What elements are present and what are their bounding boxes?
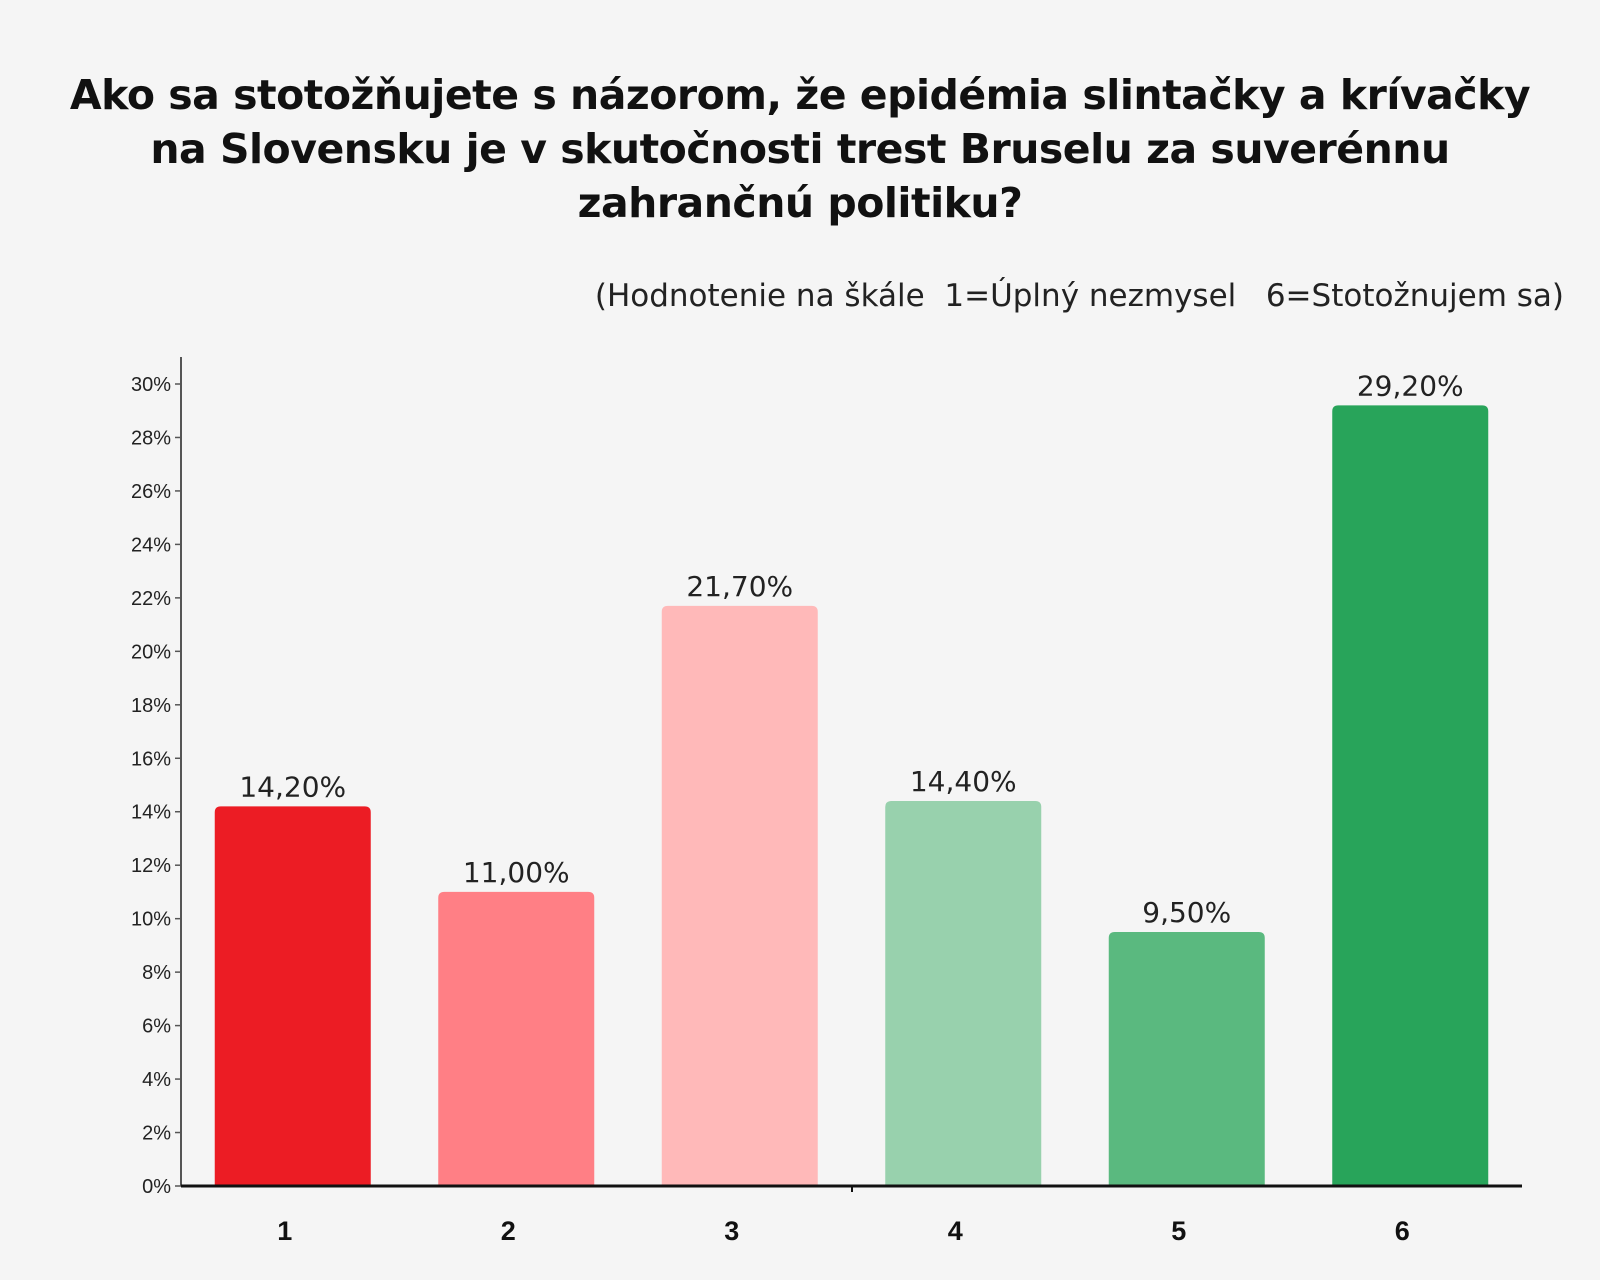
bar-value-label: 29,20% [1357, 369, 1464, 402]
bar-5 [1108, 932, 1265, 1186]
x-category-label: 6 [1395, 1216, 1410, 1246]
bar-value-label: 11,00% [463, 856, 570, 889]
y-tick-label: 14% [131, 802, 171, 824]
y-tick-label: 30% [131, 374, 171, 396]
y-tick-label: 2% [142, 1123, 171, 1145]
bar-2 [438, 891, 595, 1186]
y-tick-label: 10% [131, 909, 171, 931]
y-tick-label: 18% [131, 695, 171, 717]
bar-1 [214, 806, 371, 1186]
bar-3 [661, 605, 818, 1186]
bar-6 [1332, 405, 1489, 1186]
y-tick-label: 26% [131, 481, 171, 503]
bar-value-label: 21,70% [686, 570, 793, 603]
bar-value-label: 14,20% [239, 770, 346, 803]
y-tick-label: 4% [142, 1069, 171, 1091]
bar-value-label: 14,40% [910, 765, 1017, 798]
y-tick-label: 22% [131, 588, 171, 610]
y-tick-label: 20% [131, 641, 171, 663]
y-tick-label: 28% [131, 427, 171, 449]
y-tick-label: 6% [142, 1016, 171, 1038]
bar-value-label: 9,50% [1142, 896, 1231, 929]
y-tick-label: 16% [131, 748, 171, 770]
y-tick-label: 24% [131, 534, 171, 556]
x-category-label: 1 [277, 1216, 292, 1246]
chart-title: Ako sa stotožňujete s názorom, že epidém… [69, 71, 1531, 227]
x-category-label: 2 [501, 1216, 516, 1246]
y-tick-label: 0% [142, 1176, 171, 1198]
y-tick-label: 8% [142, 962, 171, 984]
x-category-label: 5 [1171, 1216, 1186, 1246]
bar-4 [885, 801, 1042, 1186]
y-tick-label: 12% [131, 855, 171, 877]
x-category-label: 3 [724, 1216, 739, 1246]
x-category-label: 4 [948, 1216, 963, 1246]
chart-subtitle: (Hodnotenie na škále 1=Úplný nezmysel 6=… [594, 278, 1564, 314]
